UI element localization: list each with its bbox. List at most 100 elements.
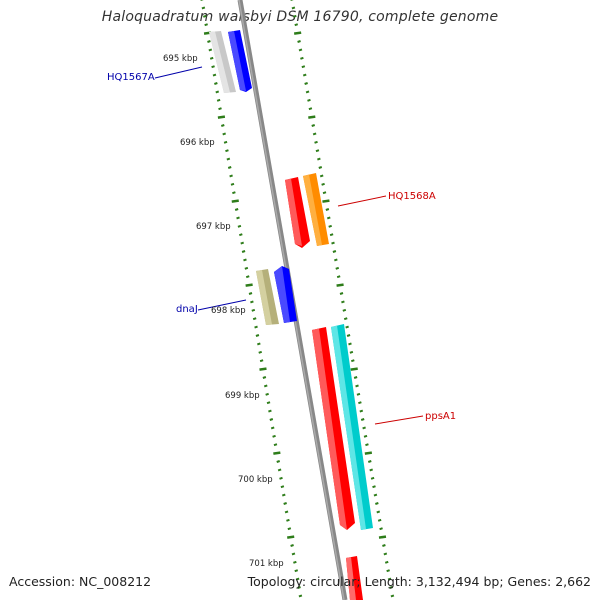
tick-mark <box>286 518 290 522</box>
tick-mark <box>279 476 283 480</box>
tick-mark <box>280 485 285 489</box>
gene-label-hq1568a[interactable]: HQ1568A <box>388 191 436 202</box>
tick-mark <box>373 493 378 497</box>
tick-label-696: 696 kbp <box>180 138 215 148</box>
tick-mark <box>212 73 217 77</box>
tick-mark <box>201 6 206 10</box>
genome-summary: Topology: circular; Length: 3,132,494 bp… <box>247 574 591 589</box>
tick-mark <box>318 166 323 169</box>
tick-mark <box>364 451 373 455</box>
tick-mark <box>387 577 392 581</box>
tick-mark <box>240 241 245 245</box>
tick-mark <box>362 426 366 430</box>
feature-ppsa1-red[interactable] <box>312 327 355 530</box>
gene-label-dnaj[interactable]: dnaJ <box>176 304 198 315</box>
accession-text: Accession: NC_008212 <box>9 574 152 589</box>
tick-mark <box>291 6 296 10</box>
tick-mark <box>250 300 254 304</box>
tick-mark <box>243 258 247 262</box>
tick-mark <box>355 384 359 388</box>
tick-label-698: 698 kbp <box>211 306 246 316</box>
tick-label-697: 697 kbp <box>196 222 231 232</box>
tick-mark <box>245 283 253 287</box>
tick-mark <box>237 224 242 228</box>
tick-mark <box>348 342 352 346</box>
tick-mark <box>265 392 269 396</box>
tick-mark <box>360 418 365 421</box>
tick-mark <box>332 250 337 253</box>
feature-ppsa1-cyan[interactable] <box>331 324 373 530</box>
gene-label-ppsa1[interactable]: ppsA1 <box>425 411 456 422</box>
tick-mark <box>345 325 349 329</box>
tick-mark <box>341 300 345 304</box>
tick-mark <box>231 199 239 203</box>
feature-hq1567a-grey[interactable] <box>209 31 236 93</box>
tick-mark <box>377 518 382 522</box>
tick-mark <box>325 208 330 211</box>
tick-mark <box>251 308 256 312</box>
tick-mark <box>290 544 294 547</box>
tick-mark <box>305 90 310 94</box>
feature-hq1567a-blue[interactable] <box>228 30 252 92</box>
tick-mark <box>389 586 393 589</box>
tick-mark <box>383 552 388 556</box>
tick-mark <box>297 40 301 43</box>
tick-mark <box>287 527 292 531</box>
tick-mark <box>335 266 340 270</box>
tick-mark <box>372 485 376 489</box>
tick-mark <box>287 535 295 539</box>
label-line-dnaj <box>197 299 247 311</box>
tick-mark <box>307 98 311 102</box>
tick-mark <box>272 434 276 438</box>
tick-mark <box>314 140 318 144</box>
tick-mark <box>248 292 253 295</box>
tick-mark <box>232 191 236 195</box>
tick-mark <box>234 208 239 211</box>
tick-mark <box>259 359 264 363</box>
tick-mark <box>244 266 249 270</box>
tick-marks <box>200 0 395 598</box>
feature-dnaj-olive[interactable] <box>256 269 279 325</box>
tick-mark <box>297 586 301 589</box>
tick-mark <box>331 241 335 245</box>
tick-mark <box>311 124 316 127</box>
tick-mark <box>229 174 233 178</box>
feature-hq1568a-red[interactable] <box>285 177 310 248</box>
tick-mark <box>378 535 387 539</box>
tick-mark <box>308 107 313 111</box>
tick-mark <box>276 460 281 463</box>
tick-mark <box>356 392 361 396</box>
tick-mark <box>266 401 271 405</box>
tick-mark <box>358 401 362 405</box>
tick-mark <box>220 124 225 127</box>
tick-mark <box>349 350 354 354</box>
tick-mark <box>216 98 221 102</box>
tick-mark <box>298 48 303 52</box>
feature-next-red[interactable] <box>346 556 363 600</box>
tick-mark <box>326 216 331 220</box>
tick-mark <box>257 342 261 346</box>
tick-mark <box>353 376 358 379</box>
tick-mark <box>227 166 232 169</box>
tick-mark <box>359 409 364 413</box>
tick-mark <box>350 359 355 363</box>
tick-mark <box>301 65 306 69</box>
gene-label-hq1567a[interactable]: HQ1567A <box>107 72 155 83</box>
tick-label-699: 699 kbp <box>225 391 260 401</box>
map-title: Haloquadratum walsbyi DSM 16790, complet… <box>101 9 499 25</box>
tick-mark <box>350 367 358 371</box>
tick-mark <box>293 560 297 564</box>
feature-dnaj-blue[interactable] <box>274 266 297 323</box>
tick-mark <box>369 468 374 472</box>
feature-hq1568a-orange[interactable] <box>303 173 329 246</box>
tick-mark <box>268 409 272 413</box>
tick-mark <box>236 216 240 220</box>
tick-mark <box>202 14 207 18</box>
tick-mark <box>304 82 308 85</box>
tick-mark <box>223 140 228 144</box>
tick-mark <box>211 65 215 69</box>
tick-mark <box>390 594 395 598</box>
tick-mark <box>376 510 381 514</box>
tick-mark <box>207 40 211 43</box>
